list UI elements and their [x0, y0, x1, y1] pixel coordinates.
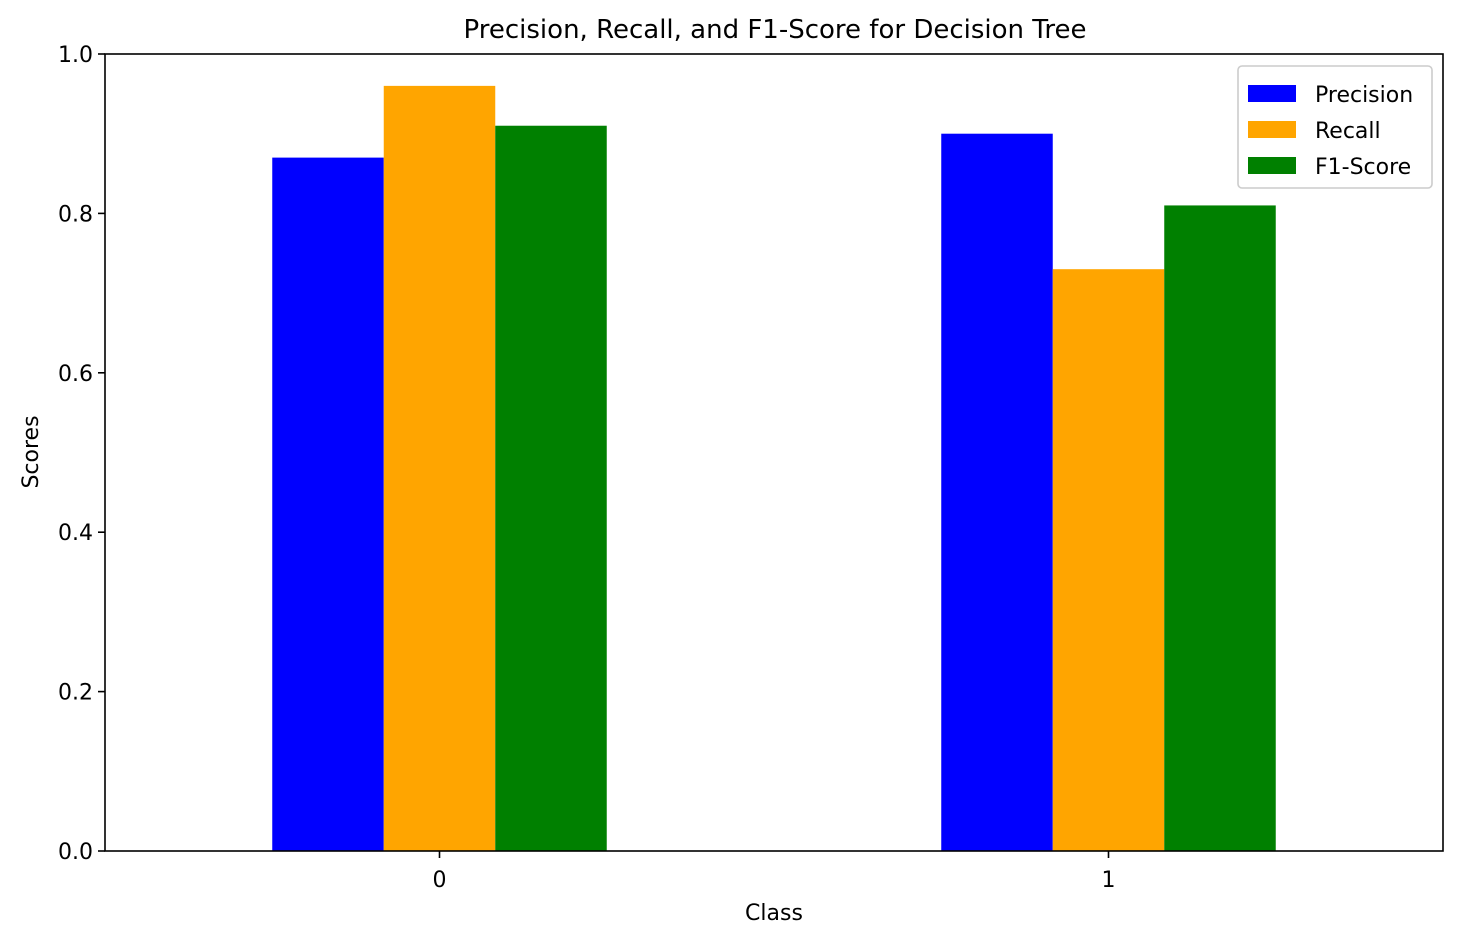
- legend: Precision Recall F1-Score: [1237, 65, 1433, 189]
- y-tick-label: 0.8: [58, 202, 93, 227]
- x-tick-label: 1: [1102, 868, 1116, 893]
- y-tick-label: 1.0: [58, 43, 93, 68]
- chart-title: Precision, Recall, and F1-Score for Deci…: [464, 15, 1087, 45]
- bars-layer: [272, 85, 1276, 852]
- legend-swatch-recall: [1248, 121, 1296, 138]
- plot-area-frame: [104, 53, 1444, 852]
- y-tick-label: 0.6: [58, 362, 93, 387]
- bar-f1-score-class-1: [1164, 205, 1276, 851]
- legend-label: F1-Score: [1315, 155, 1411, 180]
- y-axis-label: Scores: [19, 415, 44, 488]
- legend-swatch-f1-score: [1248, 157, 1296, 174]
- x-axis-label: Class: [745, 901, 803, 926]
- bar-recall-class-0: [383, 85, 496, 851]
- bar-precision-class-0: [272, 157, 384, 852]
- bar-recall-class-1: [1052, 269, 1165, 851]
- y-tick-label: 0.0: [58, 840, 93, 865]
- bar-f1-score-class-0: [495, 125, 607, 852]
- legend-swatch-precision: [1248, 85, 1296, 102]
- y-tick-label: 0.2: [58, 681, 93, 706]
- y-axis: 0.0 0.2 0.4 0.6 0.8 1.0: [58, 43, 105, 865]
- legend-label: Recall: [1315, 119, 1381, 144]
- legend-label: Precision: [1315, 83, 1413, 108]
- bar-precision-class-1: [941, 133, 1053, 851]
- y-tick-label: 0.4: [58, 521, 93, 546]
- x-tick-label: 0: [433, 868, 447, 893]
